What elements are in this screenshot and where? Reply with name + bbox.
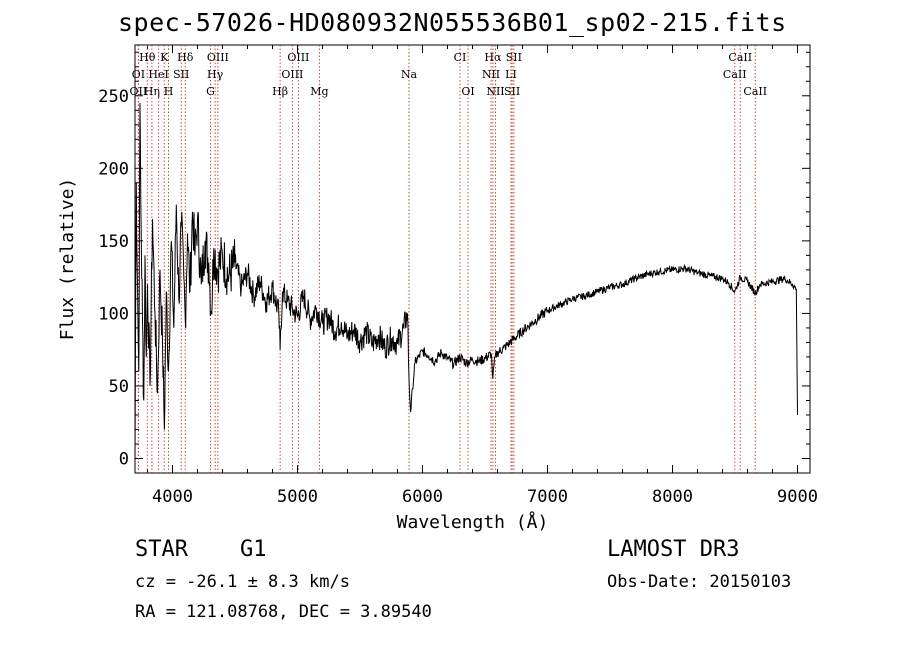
spectral-line-label: NII — [482, 68, 500, 81]
spectral-line-label: OII — [130, 85, 148, 98]
spectral-line-label: CaII — [723, 68, 747, 81]
spectral-line-label: Hη — [144, 85, 160, 98]
spectrum-line — [134, 102, 798, 459]
x-tick-label: 5000 — [277, 487, 318, 507]
spectral-line-label: G — [206, 85, 215, 98]
y-tick-label: 50 — [109, 377, 129, 397]
spectral-line-label: NII — [486, 85, 504, 98]
object-class: STAR — [135, 537, 188, 562]
spectral-line-label: K — [160, 51, 169, 64]
spectral-line-label: HeI — [148, 68, 168, 81]
spectral-line-label: OI — [461, 85, 474, 98]
spectral-line-label: Hθ — [139, 51, 156, 64]
spectral-line-label: CaII — [728, 51, 752, 64]
spectral-line-label: CI — [454, 51, 467, 64]
y-tick-label: 0 — [119, 449, 129, 469]
y-tick-label: 150 — [98, 232, 129, 252]
spectral-line-label: Hβ — [272, 85, 288, 98]
observation-date: Obs-Date: 20150103 — [607, 572, 792, 592]
redshift-text: cz = -26.1 ± 8.3 km/s — [135, 572, 350, 592]
spectral-line-label: SII — [504, 85, 520, 98]
spectral-line-label: Mg — [310, 85, 328, 98]
coordinates-text: RA = 121.08768, DEC = 3.89540 — [135, 602, 432, 622]
x-tick-label: 6000 — [402, 487, 443, 507]
spectral-line-label: Na — [401, 68, 418, 81]
y-axis-label: Flux (relative) — [57, 178, 78, 341]
x-tick-label: 8000 — [652, 487, 693, 507]
spectral-line-label: OIII — [281, 68, 303, 81]
spectral-line-label: OIII — [287, 51, 309, 64]
spectral-line-label: LI — [505, 68, 517, 81]
x-tick-label: 9000 — [777, 487, 818, 507]
spectral-line-label: H — [164, 85, 174, 98]
survey-name: LAMOST DR3 — [607, 537, 740, 562]
spectral-line-label: Hγ — [207, 68, 224, 81]
spectral-line-label: Hα — [484, 51, 502, 64]
y-tick-label: 200 — [98, 159, 129, 179]
spectral-line-label: OIII — [207, 51, 229, 64]
chart-title: spec-57026-HD080932N055536B01_sp02-215.f… — [118, 8, 787, 37]
x-axis-label: Wavelength (Å) — [397, 511, 549, 533]
spectral-line-label: Hδ — [177, 51, 194, 64]
spectral-line-label: CaII — [743, 85, 767, 98]
x-tick-label: 7000 — [527, 487, 568, 507]
x-tick-label: 4000 — [152, 487, 193, 507]
spectral-line-label: SII — [506, 51, 522, 64]
object-subclass: G1 — [240, 537, 267, 562]
plot-frame — [134, 44, 811, 474]
y-tick-label: 100 — [98, 304, 129, 324]
spectral-line-label: SII — [173, 68, 189, 81]
y-tick-label: 250 — [98, 87, 129, 107]
